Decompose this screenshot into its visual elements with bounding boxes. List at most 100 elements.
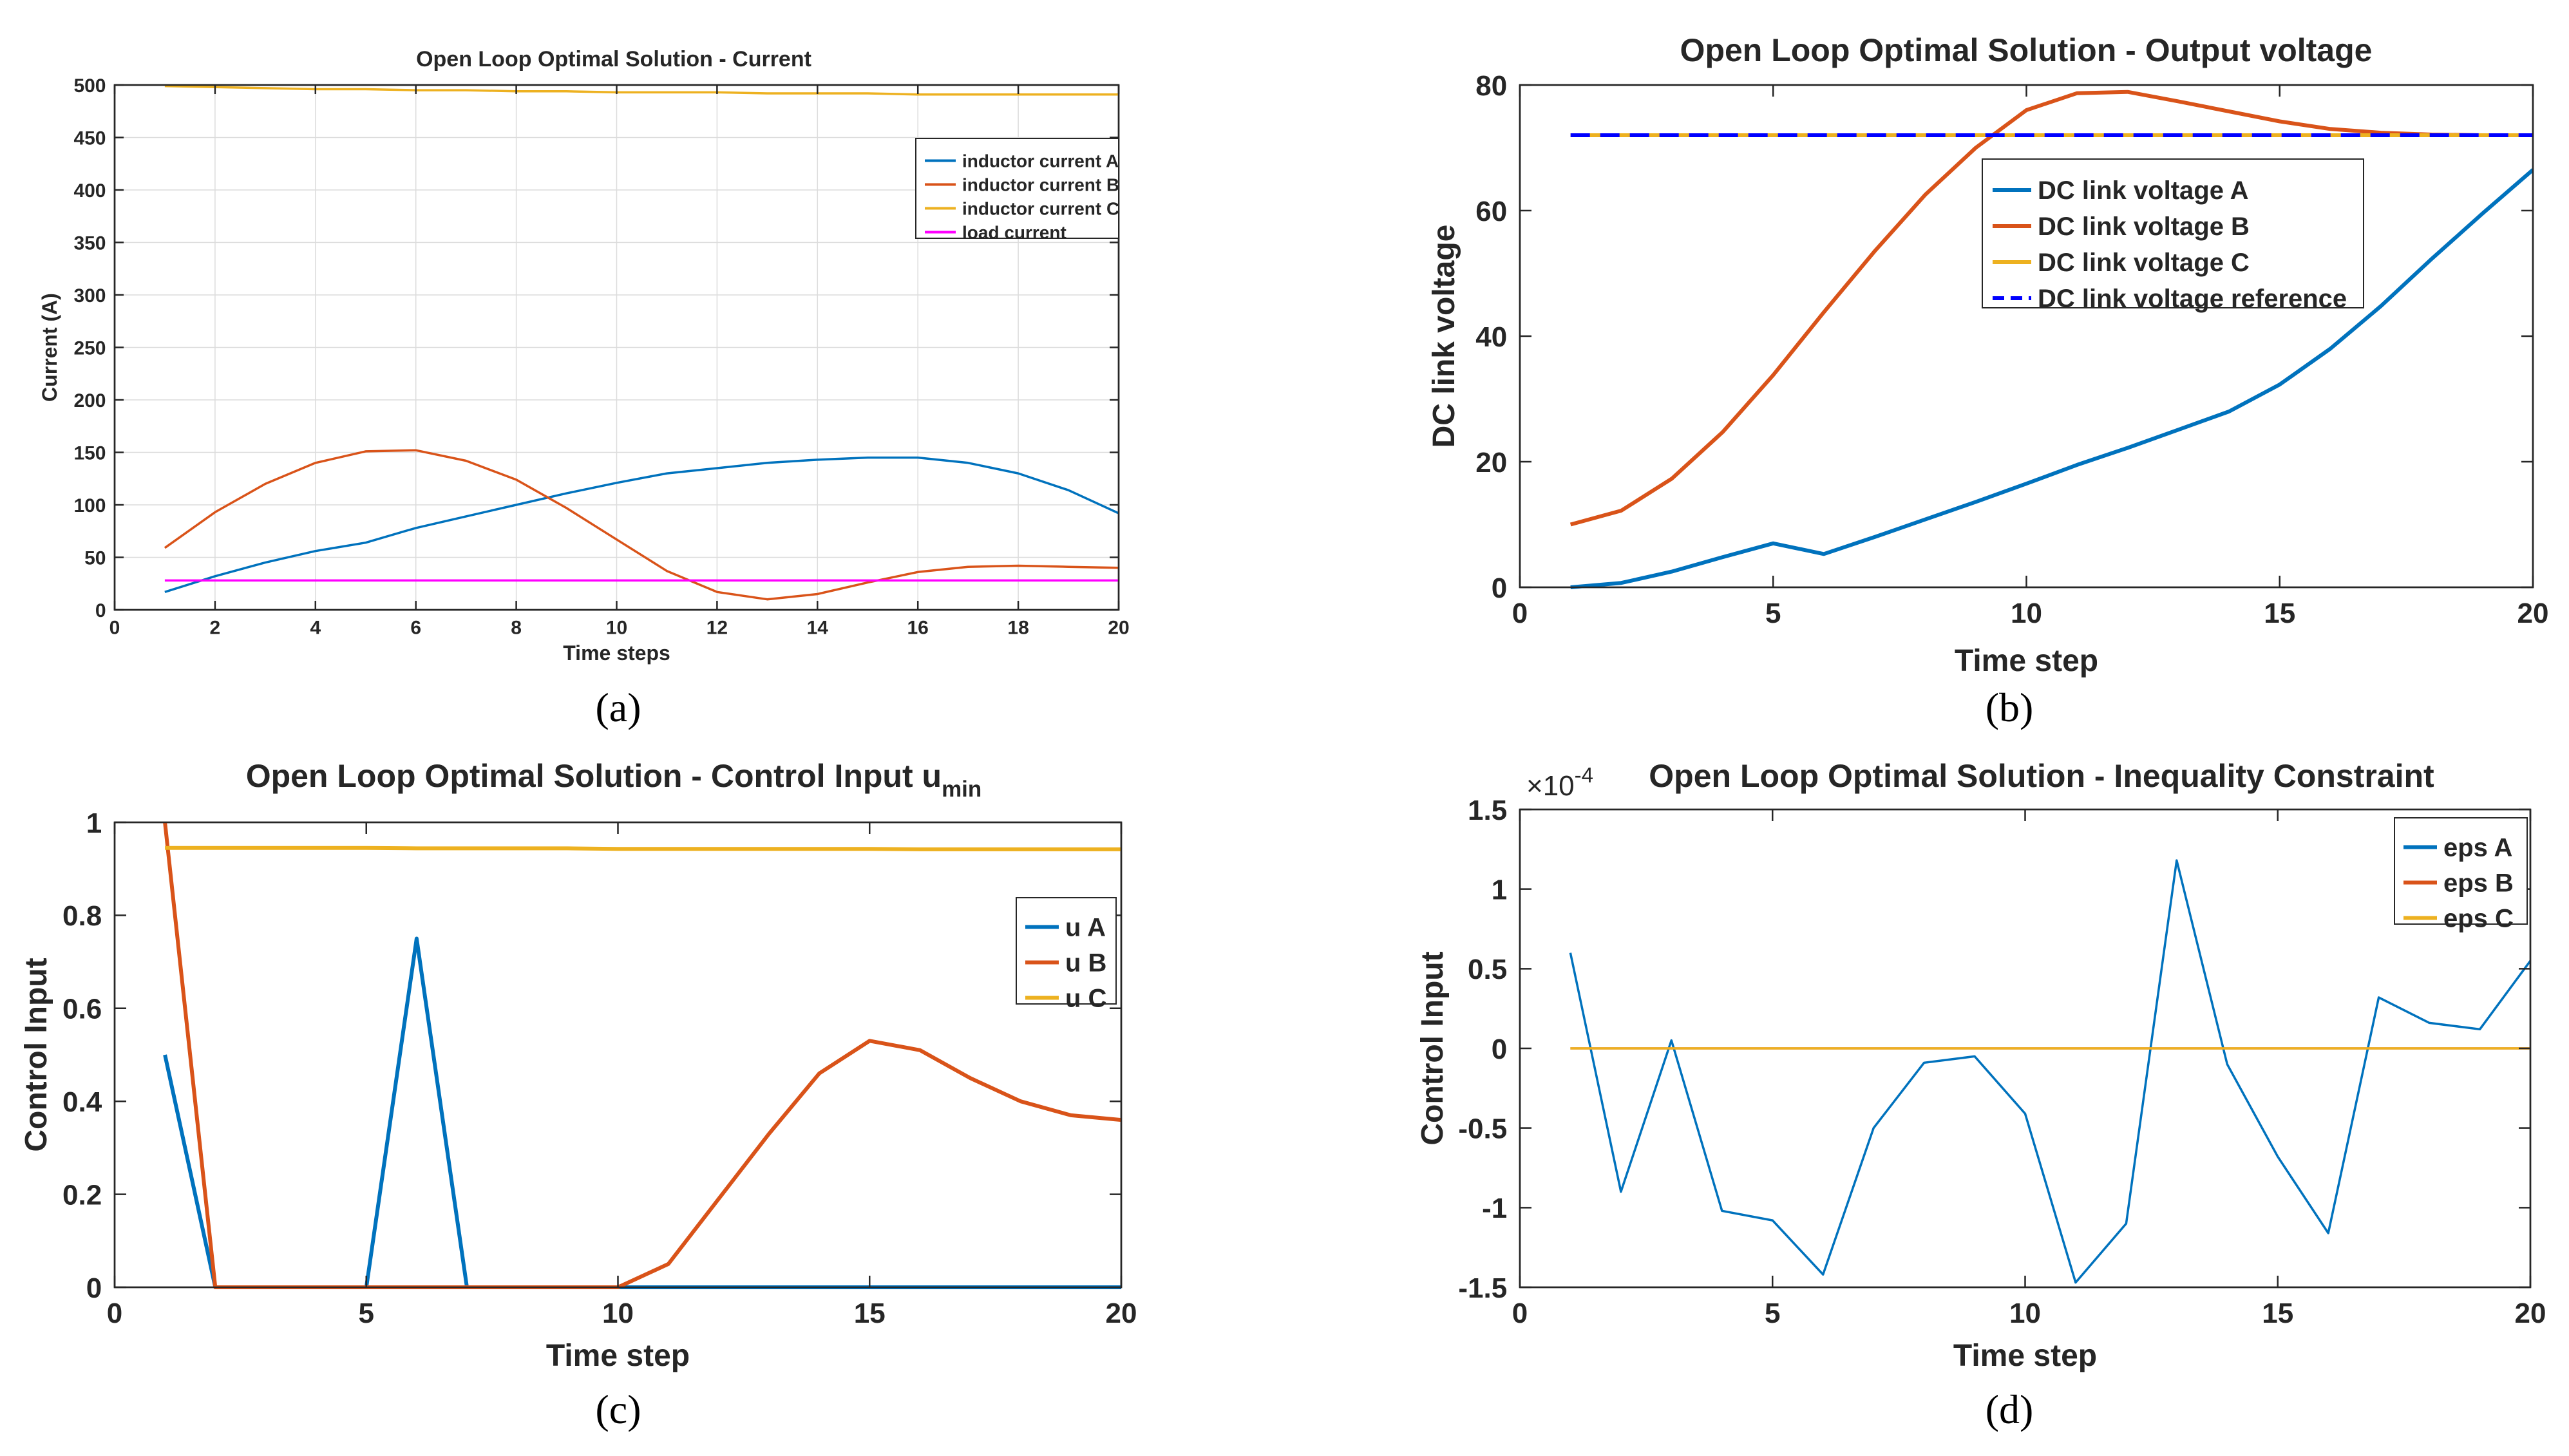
legend-entry: eps B: [2443, 869, 2514, 898]
legend-entry: DC link voltage C: [2038, 249, 2250, 277]
y-axis-label: Control Input: [1416, 951, 1450, 1145]
x-tick-label: 10: [2011, 598, 2042, 629]
panel-label: (d): [1986, 1386, 2034, 1432]
y-tick-label: 80: [1475, 70, 1507, 102]
plot-area: [113, 821, 1123, 1289]
y-tick-label: 200: [73, 390, 106, 411]
x-tick-label: 10: [602, 1298, 634, 1329]
x-tick-label: 5: [1765, 1298, 1780, 1329]
legend-box: [1982, 158, 2364, 308]
legend-box: [2394, 817, 2528, 925]
legend: inductor current A inductor current B indu…: [915, 138, 1119, 242]
x-tick-label: 10: [2009, 1298, 2041, 1329]
x-tick-label: 10: [606, 618, 627, 639]
legend-entry: DC link voltage A: [2038, 176, 2248, 205]
legend-entry: inductor current C: [962, 198, 1119, 218]
x-tick-label: 15: [854, 1298, 886, 1329]
chart-a: 0 2 4 6 8 10 12 14 16 18 2005010015020025030035040…: [38, 47, 1130, 730]
series-line-dc-link-voltage-a: [1570, 168, 2533, 589]
legend: u A u B u C: [1016, 897, 1117, 1013]
legend: eps A eps B eps C: [2394, 817, 2528, 933]
y-tick-label: 50: [84, 547, 106, 569]
chart-title: Open Loop Optimal Solution - Current: [416, 47, 811, 71]
x-tick-label: 6: [410, 618, 421, 639]
x-tick-label: 4: [310, 618, 321, 639]
y-tick-label: 0.2: [62, 1179, 102, 1211]
x-tick-label: 16: [907, 618, 929, 639]
chart-title: Open Loop Optimal Solution - Control Inp…: [246, 758, 982, 802]
x-tick-label: 12: [706, 618, 728, 639]
y-tick-label: 0: [95, 600, 106, 621]
x-tick-label: 14: [807, 618, 829, 639]
panel-label: (a): [595, 685, 641, 730]
legend-entry: u C: [1065, 985, 1106, 1013]
x-tick-label: 5: [1765, 598, 1781, 629]
y-tick-label: 1: [86, 808, 102, 839]
panel-label: (b): [1986, 685, 2034, 730]
y-tick-label: 250: [73, 337, 106, 359]
y-tick-label: 40: [1475, 321, 1507, 353]
x-tick-label: 20: [2515, 1298, 2546, 1329]
x-tick-label: 15: [2264, 598, 2295, 629]
chart-title: Open Loop Optimal Solution - Output volt…: [1680, 32, 2373, 68]
legend-box: [915, 138, 1119, 239]
y-tick-label: 20: [1475, 447, 1507, 478]
series-line-dc-link-voltage-b: [1569, 90, 2533, 527]
legend-entry: inductor current B: [962, 175, 1119, 194]
chart-c: 0 5 10 15 20 0 0.2 0.4 0.6 0.8 1 Open Loop Optimal …: [19, 758, 1137, 1432]
series-group: [164, 84, 1119, 601]
y-tick-label: 100: [73, 495, 106, 516]
x-tick-label: 20: [2517, 598, 2549, 629]
x-tick-label: 0: [1512, 598, 1528, 629]
legend-entry: load current: [962, 222, 1066, 242]
legend-entry: DC link voltage reference: [2038, 285, 2347, 313]
y-tick-label: 0.4: [62, 1086, 102, 1118]
series-group: [1569, 90, 2533, 589]
legend-box: [1016, 897, 1117, 1005]
x-tick-label: 20: [1106, 1298, 1137, 1329]
y-tick-label: 150: [73, 442, 106, 464]
x-tick-label: 0: [1512, 1298, 1528, 1329]
x-tick-label: 18: [1007, 618, 1029, 639]
legend-entry: inductor current A: [962, 151, 1119, 171]
legend-entry: DC link voltage B: [2038, 213, 2250, 241]
y-tick-label: 400: [73, 180, 106, 202]
y-exponent-label: ×10-4: [1526, 763, 1593, 802]
chart-b: 0 5 10 15 20 0 20 40 60 80 Open Loop Optimal Solut…: [1427, 32, 2548, 730]
x-tick-label: 0: [107, 1298, 122, 1329]
y-tick-label: 300: [73, 285, 106, 307]
legend-entry: eps C: [2443, 905, 2514, 933]
series-line-inductor-current-a: [164, 456, 1119, 593]
y-tick-label: 450: [73, 128, 106, 149]
y-tick-label: 0: [1492, 572, 1507, 604]
y-tick-label: 350: [73, 232, 106, 254]
y-tick-label: 0.6: [62, 994, 102, 1025]
x-axis-label: Time step: [1953, 1339, 2097, 1373]
y-tick-label: 1.5: [1468, 795, 1507, 826]
y-tick-label: 0.5: [1468, 954, 1507, 985]
x-tick-label: 2: [210, 618, 221, 639]
y-tick-label: 0: [1492, 1034, 1507, 1065]
y-tick-label: -0.5: [1458, 1113, 1507, 1145]
y-axis-label: DC link voltage: [1427, 225, 1461, 448]
chart-title: Open Loop Optimal Solution - Inequality …: [1649, 758, 2434, 794]
legend: DC link voltage A DC link voltage B DC lin…: [1982, 158, 2364, 313]
y-tick-label: 1: [1492, 875, 1507, 906]
series-line-u-c: [165, 846, 1121, 851]
y-tick-label: 60: [1475, 196, 1507, 227]
y-tick-label: 500: [73, 75, 106, 97]
series-line-inductor-current-b: [164, 449, 1119, 601]
x-tick-label: 5: [359, 1298, 374, 1329]
y-tick-label: 0.8: [62, 900, 102, 932]
x-tick-label: 15: [2262, 1298, 2293, 1329]
x-axis-label: Time step: [1955, 644, 2098, 678]
y-axis-label: Current (A): [38, 293, 61, 402]
legend-entry: eps A: [2443, 834, 2512, 862]
y-tick-label: -1: [1482, 1193, 1507, 1224]
series-line-inductor-current-c: [164, 84, 1119, 96]
legend-entry: u A: [1065, 914, 1106, 942]
series-line-eps-a: [1569, 859, 2530, 1284]
x-tick-label: 20: [1108, 618, 1129, 639]
series-group: [1569, 859, 2530, 1284]
